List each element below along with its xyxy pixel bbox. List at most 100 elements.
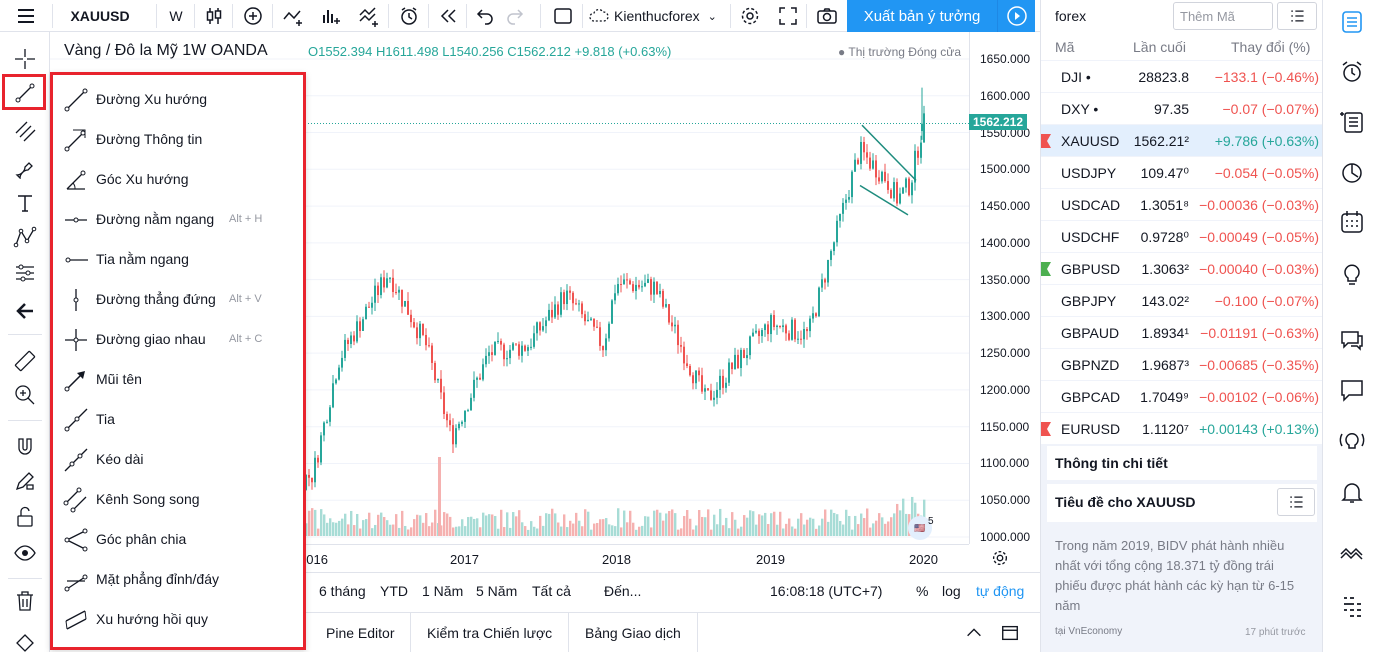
alert-clock-icon[interactable] — [392, 0, 426, 32]
time-axis[interactable]: 2016 2017 2018 2019 2020 — [50, 544, 969, 572]
menu-item-vertical-line[interactable]: Đường thẳng đứng Alt + V — [53, 279, 303, 319]
pattern-tool-icon[interactable] — [5, 220, 45, 254]
goto-date-button[interactable]: Đến... — [604, 583, 642, 599]
watchlist-row[interactable]: GBPJPY 143.02² −0.100 (−0.07%) — [1041, 284, 1323, 316]
watchlist-name[interactable]: forex — [1055, 8, 1087, 24]
arrow-left-icon[interactable] — [5, 294, 45, 328]
symbol-search-button[interactable]: XAUUSD — [70, 8, 130, 24]
watchlist-row[interactable]: GBPAUD 1.8934¹ −0.01191 (−0.63%) — [1041, 316, 1323, 348]
range-all-button[interactable]: Tất cả — [532, 583, 571, 599]
watchlist-row[interactable]: DXY • 97.35 −0.07 (−0.07%) — [1041, 92, 1323, 124]
tab-pine-editor[interactable]: Pine Editor — [310, 613, 412, 652]
alarm-clock-icon[interactable] — [1332, 52, 1372, 92]
watchlist-row[interactable]: USDJPY 109.47⁰ −0.054 (−0.05%) — [1041, 156, 1323, 188]
layout-name-button[interactable]: Kienthucforex ⌄ — [588, 0, 728, 32]
fib-tools-icon[interactable] — [5, 114, 45, 148]
candle-style-icon[interactable] — [198, 0, 230, 32]
prediction-tool-icon[interactable] — [5, 256, 45, 290]
streams-icon[interactable] — [1332, 420, 1372, 460]
menu-item-horizontal-ray[interactable]: Tia nằm ngang — [53, 239, 303, 279]
menu-item-horizontal-line[interactable]: Đường nằm ngang Alt + H — [53, 199, 303, 239]
replay-icon[interactable] — [432, 0, 466, 32]
order-panel-icon[interactable] — [1332, 536, 1372, 576]
news-menu-icon[interactable] — [1277, 488, 1315, 516]
templates-icon[interactable] — [352, 0, 386, 32]
menu-item-flat-top-bottom[interactable]: Mặt phẳng đỉnh/đáy — [53, 559, 303, 599]
zoom-in-icon[interactable] — [5, 378, 45, 412]
undo-icon[interactable] — [470, 0, 500, 32]
range-5y-button[interactable]: 5 Năm — [476, 583, 518, 599]
hamburger-menu-icon[interactable] — [6, 0, 46, 32]
calendar-icon[interactable] — [1332, 202, 1372, 242]
clock-timezone[interactable]: 16:08:18 (UTC+7) — [770, 583, 883, 599]
flag-marker-icon[interactable] — [1041, 134, 1051, 148]
watchlist-row[interactable]: XAUUSD 1562.21² +9.786 (+0.63%) — [1041, 124, 1323, 156]
interval-button[interactable]: W — [169, 8, 183, 24]
menu-item-regression-trend[interactable]: Xu hướng hồi quy — [53, 599, 303, 639]
redo-icon[interactable] — [500, 0, 530, 32]
brush-icon[interactable] — [5, 150, 45, 184]
notifications-bell-icon[interactable] — [1332, 472, 1372, 512]
ideas-lightbulb-icon[interactable] — [1332, 254, 1372, 294]
fullscreen-square-icon[interactable] — [548, 0, 578, 32]
price-axis[interactable]: 1650.000 1600.000 1550.000 1500.000 1450.000… — [969, 32, 1040, 544]
magnet-icon[interactable] — [5, 430, 45, 464]
flag-marker-icon[interactable] — [1041, 262, 1051, 276]
news-card[interactable]: Trong năm 2019, BIDV phát hành nhiều nhấ… — [1047, 522, 1317, 652]
trend-line-tool-icon[interactable] — [5, 76, 45, 110]
compare-add-icon[interactable] — [236, 0, 270, 32]
menu-item-trend-line[interactable]: Đường Xu hướng — [53, 79, 303, 119]
play-circle-icon[interactable] — [997, 0, 1035, 32]
menu-item-ray[interactable]: Tia — [53, 399, 303, 439]
add-symbol-input[interactable]: Thêm Mã — [1173, 2, 1273, 30]
watchlist-row[interactable]: DJI • 28823.8 −133.1 (−0.46%) — [1041, 60, 1323, 92]
range-1y-button[interactable]: 1 Năm — [422, 583, 464, 599]
chat-bubble-icon[interactable] — [1332, 370, 1372, 410]
trash-icon[interactable] — [5, 584, 45, 618]
hide-toolbar-icon[interactable] — [5, 626, 45, 652]
watchlist-row[interactable]: EURUSD 1.1120⁷ +0.00143 (+0.13%) — [1041, 412, 1323, 444]
menu-item-parallel-channel[interactable]: Kênh Song song — [53, 479, 303, 519]
percent-scale-button[interactable]: % — [916, 583, 929, 599]
col-last[interactable]: Lần cuối — [1133, 39, 1186, 55]
flag-us-icon[interactable]: 🇺🇸 — [908, 516, 932, 540]
text-tool-icon[interactable] — [5, 186, 45, 220]
watchlist-row[interactable]: GBPCAD 1.7049⁹ −0.00102 (−0.06%) — [1041, 380, 1323, 412]
menu-item-trend-angle[interactable]: Góc Xu hướng — [53, 159, 303, 199]
camera-snapshot-icon[interactable] — [810, 0, 844, 32]
dom-icon[interactable] — [1332, 586, 1372, 626]
watchlist-row[interactable]: GBPNZD 1.9687³ −0.00685 (−0.35%) — [1041, 348, 1323, 380]
chevron-up-icon[interactable] — [964, 623, 984, 648]
ruler-icon[interactable] — [5, 344, 45, 378]
chats-icon[interactable] — [1332, 320, 1372, 360]
hotlist-icon[interactable] — [1332, 152, 1372, 192]
lock-icon[interactable] — [5, 500, 45, 534]
menu-item-cross-line[interactable]: Đường giao nhau Alt + C — [53, 319, 303, 359]
tab-trading-panel[interactable]: Bảng Giao dịch — [569, 613, 698, 652]
details-section-title[interactable]: Thông tin chi tiết — [1047, 446, 1317, 480]
flag-marker-icon[interactable] — [1041, 422, 1051, 436]
data-window-icon[interactable] — [1332, 102, 1372, 142]
watchlist-menu-icon[interactable] — [1277, 2, 1317, 30]
col-change[interactable]: Thay đổi (%) — [1231, 39, 1311, 55]
axis-settings-gear-icon[interactable] — [990, 548, 1010, 573]
watchlist-row[interactable]: USDCHF 0.9728⁰ −0.00049 (−0.05%) — [1041, 220, 1323, 252]
financials-icon[interactable] — [314, 0, 348, 32]
menu-item-arrow[interactable]: Mũi tên — [53, 359, 303, 399]
fullscreen-icon[interactable] — [772, 0, 804, 32]
maximize-panel-icon[interactable] — [1000, 623, 1020, 648]
indicators-icon[interactable] — [276, 0, 310, 32]
tab-strategy-tester[interactable]: Kiểm tra Chiến lược — [411, 613, 570, 652]
col-symbol[interactable]: Mã — [1055, 39, 1075, 55]
log-scale-button[interactable]: log — [942, 583, 961, 599]
menu-item-extended-line[interactable]: Kéo dài — [53, 439, 303, 479]
settings-gear-icon[interactable] — [734, 0, 766, 32]
stay-in-drawing-mode-icon[interactable] — [5, 464, 45, 498]
menu-item-pitchfan[interactable]: Góc phân chia — [53, 519, 303, 559]
watchlist-icon[interactable] — [1332, 2, 1372, 42]
crosshair-icon[interactable] — [5, 42, 45, 76]
auto-scale-button[interactable]: tự động — [976, 583, 1025, 599]
range-6m-button[interactable]: 6 tháng — [319, 583, 366, 599]
watchlist-row[interactable]: USDCAD 1.3051⁸ −0.00036 (−0.03%) — [1041, 188, 1323, 220]
menu-item-info-line[interactable]: Đường Thông tin — [53, 119, 303, 159]
